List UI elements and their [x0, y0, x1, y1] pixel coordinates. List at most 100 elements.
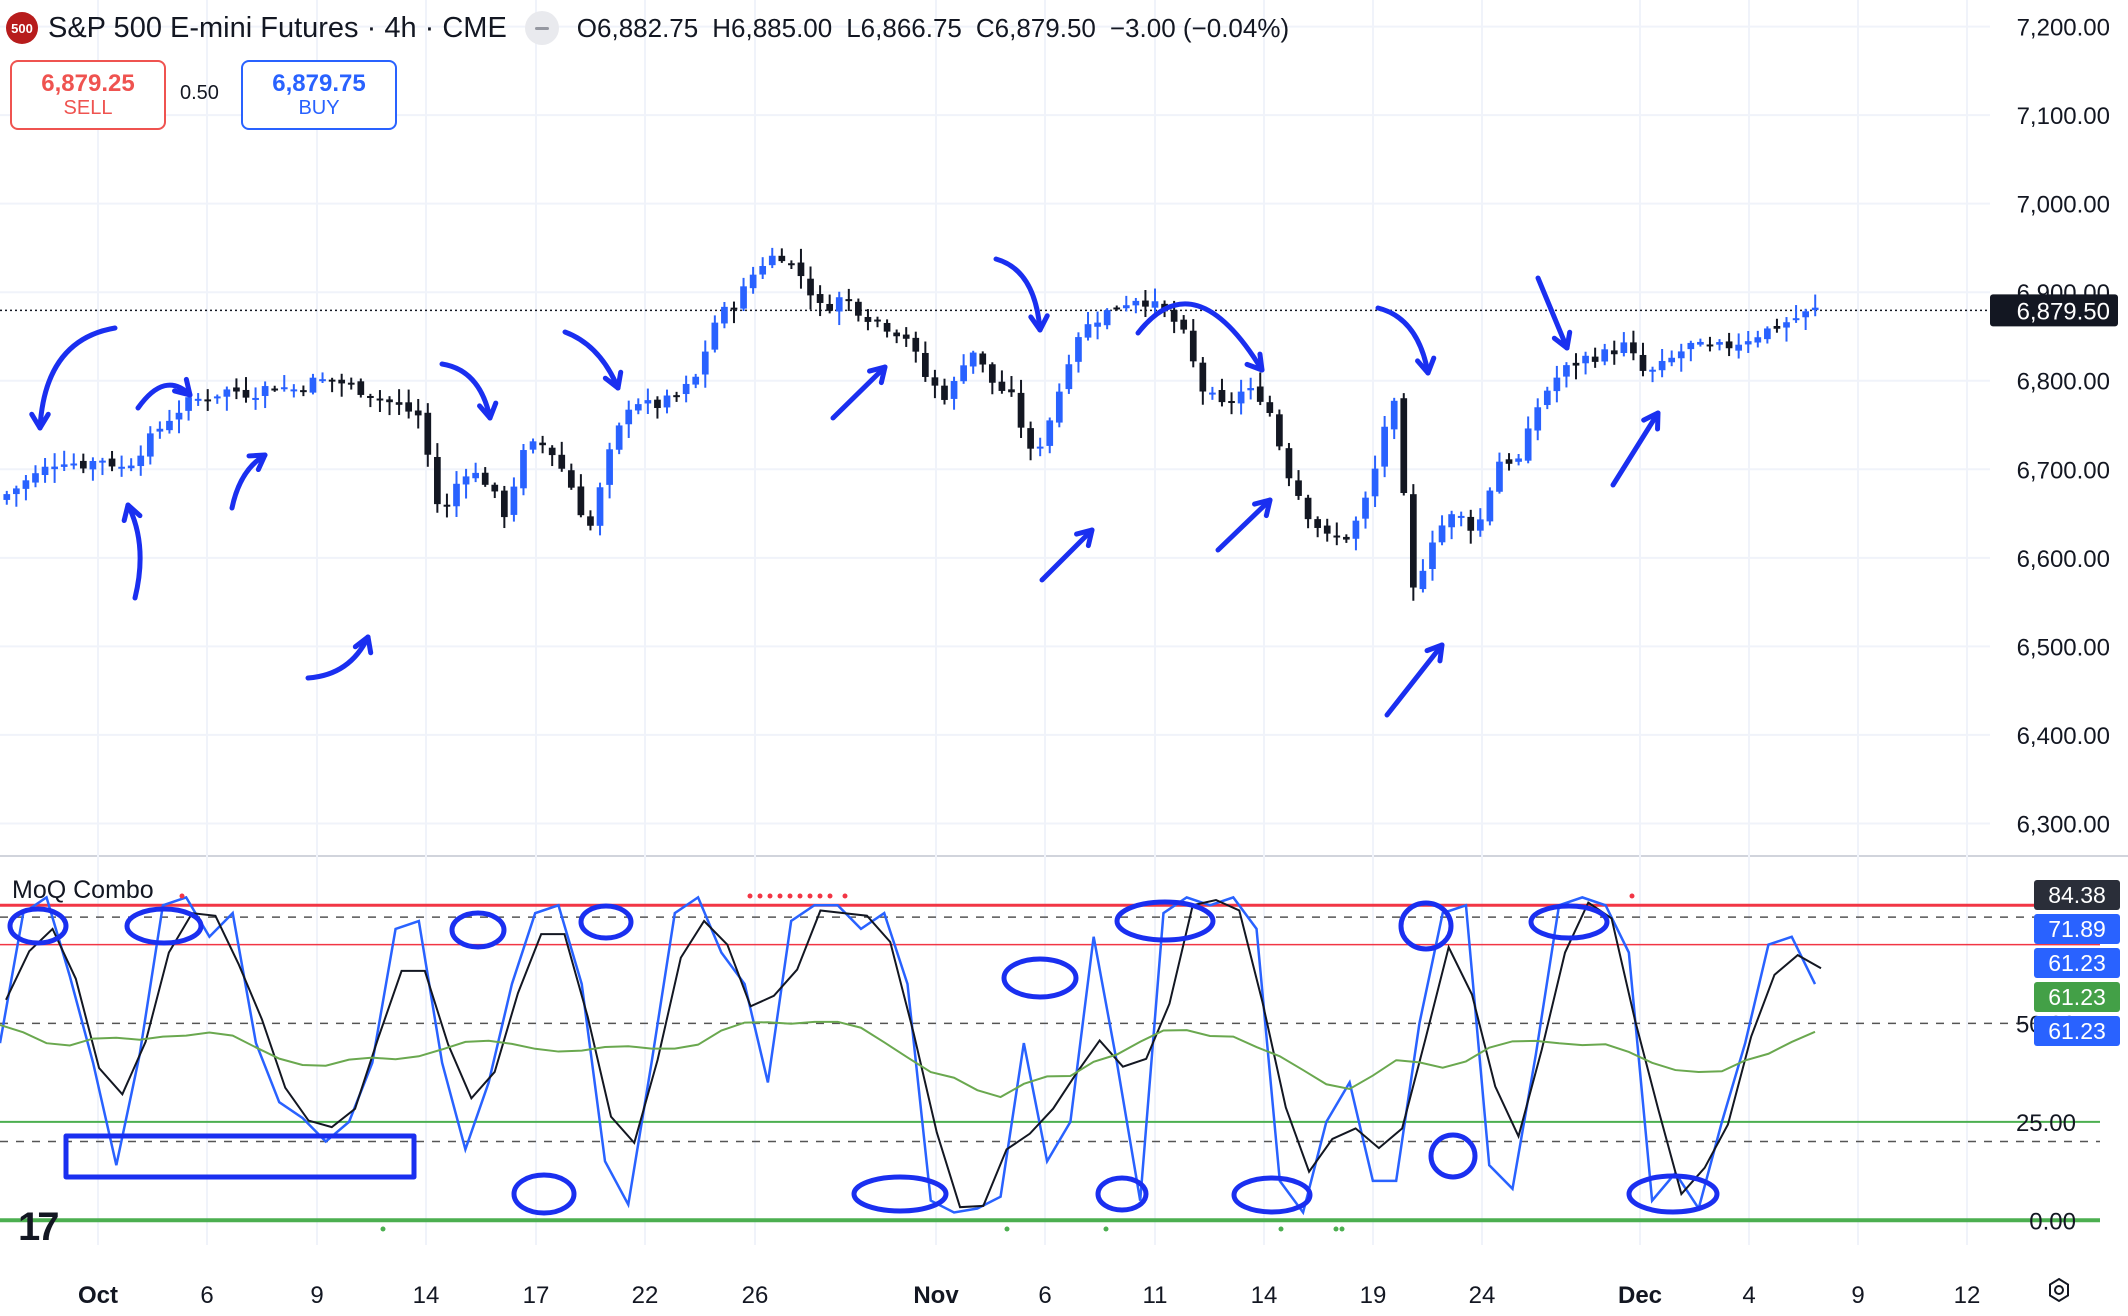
annotation-ellipse	[124, 906, 204, 946]
candle	[768, 247, 776, 269]
candle-body	[1285, 448, 1293, 479]
annotation-arrowhead	[1415, 355, 1437, 376]
candle-body	[1381, 426, 1388, 467]
candle-body	[1639, 354, 1647, 371]
time-tick-label: Dec	[1618, 1282, 1662, 1309]
candle-body	[1457, 515, 1465, 518]
signal-dot-red	[842, 893, 848, 899]
candle	[271, 385, 279, 392]
annotation-arrow	[1039, 527, 1095, 583]
annotation-arrowhead	[352, 634, 374, 656]
candle	[1486, 487, 1494, 526]
annotation-arrowhead	[246, 452, 268, 473]
candle	[529, 438, 537, 454]
last-price-tag	[1990, 294, 2118, 327]
candle	[1553, 365, 1561, 403]
candle	[79, 453, 87, 474]
signal-dot-green	[380, 1226, 386, 1232]
candle	[146, 426, 154, 465]
candle	[1668, 350, 1676, 367]
candle	[701, 340, 709, 388]
candle-body	[941, 385, 948, 400]
candle-body	[510, 486, 518, 515]
candle	[1381, 415, 1388, 478]
oscillator-pane	[0, 893, 2100, 1232]
candle-body	[682, 383, 690, 395]
candle-body	[1218, 390, 1226, 403]
candle	[778, 248, 786, 263]
candle	[1180, 315, 1188, 334]
annotation-arrowhead	[29, 411, 51, 431]
candle	[520, 443, 527, 496]
osc-tick-label: 25.00	[2016, 1110, 2076, 1137]
candle-body	[1601, 349, 1609, 362]
candle-body	[1668, 357, 1676, 363]
candle	[1687, 340, 1695, 362]
annotation-arrow	[1375, 305, 1431, 376]
annotation-ellipse	[1095, 1175, 1149, 1213]
candle-body	[357, 381, 365, 395]
candle-body	[1304, 497, 1312, 520]
annotation-ellipse	[1398, 900, 1454, 952]
candle	[845, 288, 853, 311]
candle-body	[816, 294, 824, 303]
candle-body	[1409, 494, 1417, 588]
candle	[931, 369, 939, 399]
candle-body	[1677, 351, 1685, 359]
candle	[1094, 311, 1101, 340]
candle-body	[596, 487, 604, 526]
candle	[1524, 416, 1532, 464]
candle-body	[204, 399, 212, 402]
candle	[300, 385, 307, 397]
candle-body	[1036, 446, 1044, 449]
candle	[1390, 397, 1398, 440]
settings-gear-icon[interactable]	[2046, 1277, 2072, 1303]
indicator-title[interactable]: MoQ Combo	[12, 876, 154, 904]
candle	[462, 468, 470, 499]
osc-value-tag: 61.23	[2034, 1016, 2120, 1046]
candle	[13, 485, 20, 507]
annotation-arrow	[1535, 275, 1570, 351]
candle	[1534, 398, 1542, 441]
candle	[309, 373, 317, 395]
stoch-k-line	[0, 895, 1817, 1216]
candle	[166, 409, 173, 434]
time-tick-label: Oct	[78, 1282, 118, 1309]
candle-body	[1237, 391, 1245, 404]
candle	[979, 351, 987, 373]
candle-body	[567, 470, 575, 488]
time-tick-label: 22	[632, 1282, 659, 1309]
signal-dot-red	[767, 893, 773, 899]
eye-toggle-icon[interactable]	[524, 11, 559, 45]
candle-body	[1773, 326, 1781, 329]
annotation-arrowhead	[1074, 527, 1095, 549]
annotation-arrowhead	[1551, 329, 1573, 351]
buy-button[interactable]: 6,879.75 BUY	[241, 60, 397, 130]
candle-body	[1572, 362, 1580, 366]
candle	[1744, 331, 1752, 353]
candle-body	[548, 447, 556, 456]
candle-body	[1496, 461, 1503, 492]
candle-body	[1706, 344, 1714, 347]
symbol-badge[interactable]: 500	[6, 12, 38, 44]
signal-dot-red	[747, 893, 753, 899]
sell-button[interactable]: 6,879.25 SELL	[10, 60, 166, 130]
candle	[606, 442, 613, 499]
candle-body	[969, 352, 977, 367]
candle-body	[778, 255, 786, 262]
candle	[99, 457, 106, 476]
candle	[424, 403, 432, 467]
symbol-title[interactable]: S&P 500 E-mini Futures · 4h · CME	[48, 11, 507, 44]
candle	[1419, 559, 1427, 593]
candle-body	[32, 473, 39, 483]
candle	[596, 482, 604, 536]
candle	[1515, 454, 1522, 466]
candle-body	[721, 306, 728, 324]
tradingview-logo-icon[interactable]: 17	[18, 1205, 59, 1249]
candle-body	[625, 409, 633, 425]
candle-body	[1400, 398, 1408, 493]
signal-dot-green	[1333, 1226, 1339, 1232]
candle	[539, 435, 546, 454]
annotation-arrowhead	[1641, 410, 1661, 432]
